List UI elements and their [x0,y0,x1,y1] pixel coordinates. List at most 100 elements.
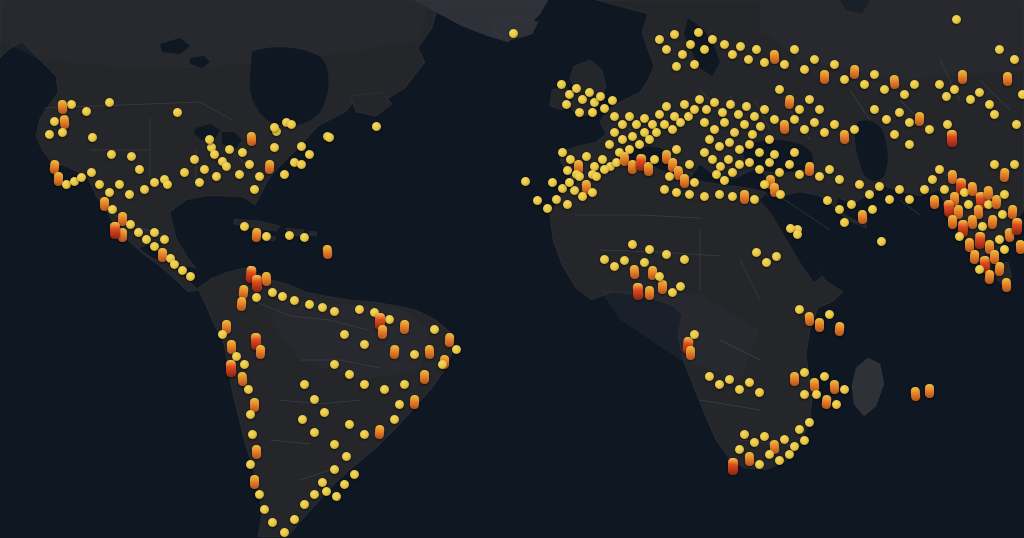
data-point-marker[interactable] [989,109,1000,120]
data-point-marker[interactable] [269,142,280,153]
data-point-marker[interactable] [954,231,965,242]
data-point-marker[interactable] [733,109,744,120]
data-point-marker[interactable] [994,44,1005,55]
data-point-marker[interactable] [299,379,310,390]
data-point-marker[interactable] [597,154,608,165]
data-point-marker[interactable] [699,44,710,55]
data-point-marker[interactable] [547,177,558,188]
data-point-marker[interactable] [780,435,789,444]
data-point-marker[interactable] [679,254,690,265]
data-point-marker[interactable] [744,157,755,168]
data-point-marker[interactable] [894,184,905,195]
data-point-marker[interactable] [577,191,588,202]
data-point-marker[interactable] [304,299,315,310]
data-point-marker[interactable] [66,99,77,110]
data-point-marker[interactable] [951,14,962,25]
data-point-marker[interactable] [751,247,762,258]
data-point-marker[interactable] [359,379,370,390]
data-point-marker[interactable] [989,159,1000,170]
data-point-marker[interactable] [685,190,694,199]
data-point-marker[interactable] [727,167,738,178]
data-point-marker[interactable] [725,99,736,110]
data-point-marker[interactable] [667,124,678,135]
data-point-marker[interactable] [359,429,370,440]
data-point-marker[interactable] [741,101,752,112]
data-point-marker[interactable] [185,271,196,282]
data-point-marker[interactable] [789,371,800,387]
data-point-marker[interactable] [744,139,755,150]
data-point-marker[interactable] [649,154,660,165]
data-point-marker[interactable] [591,171,602,182]
data-point-marker[interactable] [744,451,755,467]
data-point-marker[interactable] [661,101,672,112]
data-point-marker[interactable] [990,250,999,264]
data-point-marker[interactable] [799,389,810,400]
data-point-marker[interactable] [159,234,170,245]
data-point-marker[interactable] [595,91,606,102]
data-point-marker[interactable] [754,147,765,158]
data-point-marker[interactable] [699,117,710,128]
data-point-marker[interactable] [86,167,97,178]
data-point-marker[interactable] [876,236,887,247]
data-point-marker[interactable] [107,204,118,215]
data-point-marker[interactable] [839,384,850,395]
data-point-marker[interactable] [610,128,619,137]
data-point-marker[interactable] [124,189,135,200]
data-point-marker[interactable] [740,190,749,204]
data-point-marker[interactable] [729,127,740,138]
data-point-marker[interactable] [690,178,699,187]
data-point-marker[interactable] [599,103,610,114]
data-point-marker[interactable] [857,209,868,225]
data-point-marker[interactable] [707,154,718,165]
data-point-marker[interactable] [139,184,150,195]
data-point-marker[interactable] [669,29,680,40]
data-point-marker[interactable] [699,147,710,158]
data-point-marker[interactable] [811,389,822,400]
data-point-marker[interactable] [571,83,582,94]
data-point-marker[interactable] [109,221,121,240]
data-point-marker[interactable] [246,131,257,147]
data-point-marker[interactable] [869,69,880,80]
data-point-marker[interactable] [819,127,830,138]
data-point-marker[interactable] [810,55,819,64]
data-point-marker[interactable] [277,291,288,302]
data-point-marker[interactable] [556,79,567,90]
data-point-marker[interactable] [49,116,60,127]
data-point-marker[interactable] [587,107,598,118]
data-point-marker[interactable] [627,131,638,142]
data-point-marker[interactable] [371,121,382,132]
data-point-marker[interactable] [251,444,262,460]
data-point-marker[interactable] [924,124,935,135]
data-point-marker[interactable] [671,187,682,198]
data-point-marker[interactable] [299,232,310,243]
data-point-marker[interactable] [820,372,829,381]
data-point-marker[interactable] [799,64,810,75]
data-point-marker[interactable] [727,457,739,476]
data-point-marker[interactable] [217,329,228,340]
data-point-marker[interactable] [814,171,825,182]
data-point-marker[interactable] [824,164,835,175]
data-point-marker[interactable] [94,179,105,190]
data-point-marker[interactable] [794,169,805,180]
data-point-marker[interactable] [997,209,1008,220]
data-point-marker[interactable] [170,260,179,269]
data-point-marker[interactable] [709,124,720,135]
data-point-marker[interactable] [874,181,885,192]
data-point-marker[interactable] [289,514,300,525]
data-point-marker[interactable] [689,59,700,70]
data-point-marker[interactable] [969,249,980,265]
data-point-marker[interactable] [354,304,365,315]
data-point-marker[interactable] [587,187,598,198]
data-point-marker[interactable] [950,192,959,206]
data-point-marker[interactable] [329,464,340,475]
data-point-marker[interactable] [665,172,674,181]
data-point-marker[interactable] [379,384,390,395]
data-point-marker[interactable] [251,274,263,293]
data-point-marker[interactable] [999,244,1010,255]
data-point-marker[interactable] [934,79,945,90]
data-point-marker[interactable] [1001,277,1012,293]
data-point-marker[interactable] [839,217,850,228]
data-point-marker[interactable] [609,111,620,122]
data-point-marker[interactable] [684,159,695,170]
